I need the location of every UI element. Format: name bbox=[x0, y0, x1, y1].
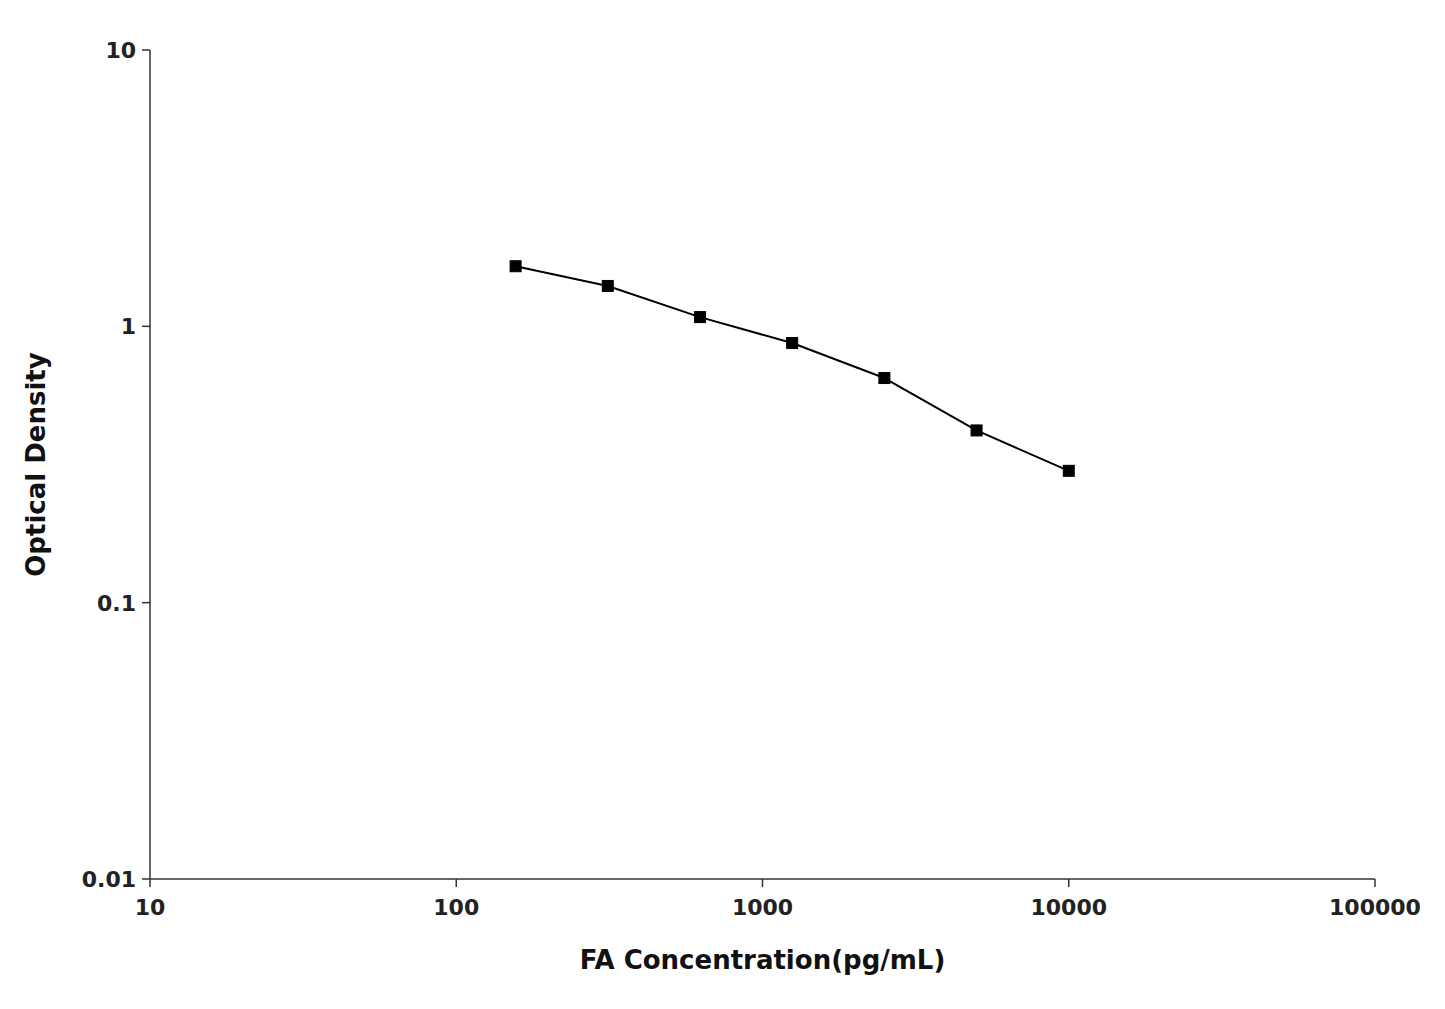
x-tick-label: 10000 bbox=[1030, 895, 1107, 920]
y-axis-label: Optical Density bbox=[21, 352, 51, 577]
x-tick bbox=[1374, 879, 1376, 887]
y-tick bbox=[142, 49, 150, 51]
data-point bbox=[602, 280, 613, 291]
axes: 10 100 1000 10000 100000 0.01 0.1 1 10 bbox=[82, 38, 1421, 920]
y-tick-label: 10 bbox=[105, 38, 136, 63]
x-tick-label: 10 bbox=[135, 895, 166, 920]
data-point bbox=[879, 373, 890, 384]
x-tick bbox=[456, 879, 458, 887]
data-point bbox=[694, 312, 705, 323]
y-tick-label: 1 bbox=[121, 314, 136, 339]
y-axis-line bbox=[149, 50, 151, 879]
x-tick bbox=[762, 879, 764, 887]
x-tick-label: 100000 bbox=[1329, 895, 1421, 920]
x-tick-label: 1000 bbox=[732, 895, 793, 920]
data-point bbox=[787, 338, 798, 349]
y-tick bbox=[142, 326, 150, 328]
chart: 10 100 1000 10000 100000 0.01 0.1 1 10 FA Concent… bbox=[0, 0, 1445, 1009]
x-tick-label: 100 bbox=[433, 895, 479, 920]
data-line bbox=[516, 266, 1069, 471]
y-tick-label: 0.01 bbox=[82, 867, 136, 892]
y-tick bbox=[142, 878, 150, 880]
y-tick bbox=[142, 602, 150, 604]
data-point bbox=[510, 261, 521, 272]
x-tick bbox=[1068, 879, 1070, 887]
x-tick bbox=[149, 879, 151, 887]
chart-container: 10 100 1000 10000 100000 0.01 0.1 1 10 FA Concent… bbox=[0, 0, 1445, 1009]
data-point bbox=[971, 425, 982, 436]
plot-area bbox=[510, 261, 1074, 477]
x-axis-label: FA Concentration(pg/mL) bbox=[580, 945, 946, 975]
y-tick-label: 0.1 bbox=[97, 591, 136, 616]
data-point bbox=[1063, 465, 1074, 476]
background bbox=[0, 0, 1445, 1009]
